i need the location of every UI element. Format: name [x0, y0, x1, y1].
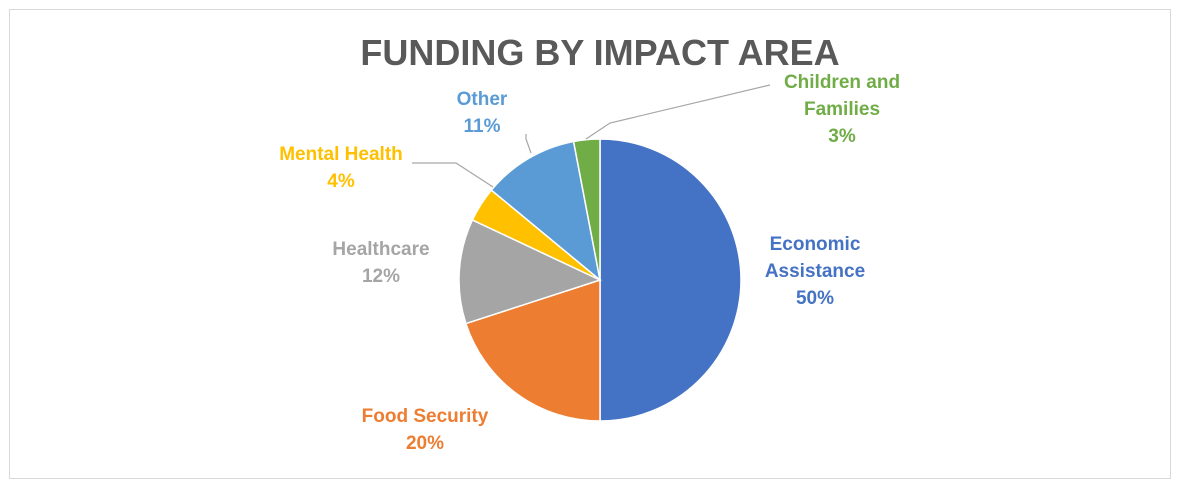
pie-slice-healthcare [458, 218, 603, 325]
slice-percent: 4% [327, 171, 355, 192]
pie-slice-economic-assistance [599, 138, 742, 422]
pie-slices [458, 138, 742, 422]
slice-name: Food Security [362, 406, 489, 427]
slice-percent: 20% [406, 433, 444, 454]
slice-percent: 12% [362, 266, 400, 287]
slice-label-food-security: Food Security 20% [362, 406, 489, 454]
slice-name: Healthcare [332, 239, 429, 260]
chart-title: FUNDING BY IMPACT AREA [360, 32, 839, 73]
leader-lines [412, 84, 771, 188]
slice-name: Mental Health [279, 144, 403, 165]
slice-name: Other [457, 89, 508, 110]
leader-line-children-and-families [585, 84, 771, 140]
chart-frame: FUNDING BY IMPACT AREA Economic Assistanc… [9, 9, 1171, 479]
slice-name: Children and [784, 72, 900, 93]
pie-slice-food-security [464, 278, 601, 422]
slice-name: Assistance [765, 261, 865, 282]
slice-labels: Economic Assistance 50% Food Security 20% Hea… [279, 72, 900, 454]
slice-label-mental-health: Mental Health 4% [279, 144, 403, 192]
slice-name: Economic [770, 234, 861, 255]
leader-line-mental-health [412, 162, 494, 188]
pie-chart: FUNDING BY IMPACT AREA Economic Assistanc… [279, 32, 900, 454]
slice-percent: 3% [828, 126, 856, 147]
pie-slice-children-and-families [572, 138, 601, 281]
slice-name: Families [804, 99, 880, 120]
slice-percent: 11% [464, 116, 501, 137]
slice-label-economic-assistance: Economic Assistance 50% [765, 234, 865, 309]
pie-slice-other [490, 140, 602, 282]
slice-label-other: Other 11% [457, 89, 508, 137]
slice-label-healthcare: Healthcare 12% [332, 239, 429, 287]
slice-percent: 50% [796, 288, 834, 309]
slice-label-children-and-families: Children and Families 3% [784, 72, 900, 147]
leader-line-other [525, 134, 532, 154]
